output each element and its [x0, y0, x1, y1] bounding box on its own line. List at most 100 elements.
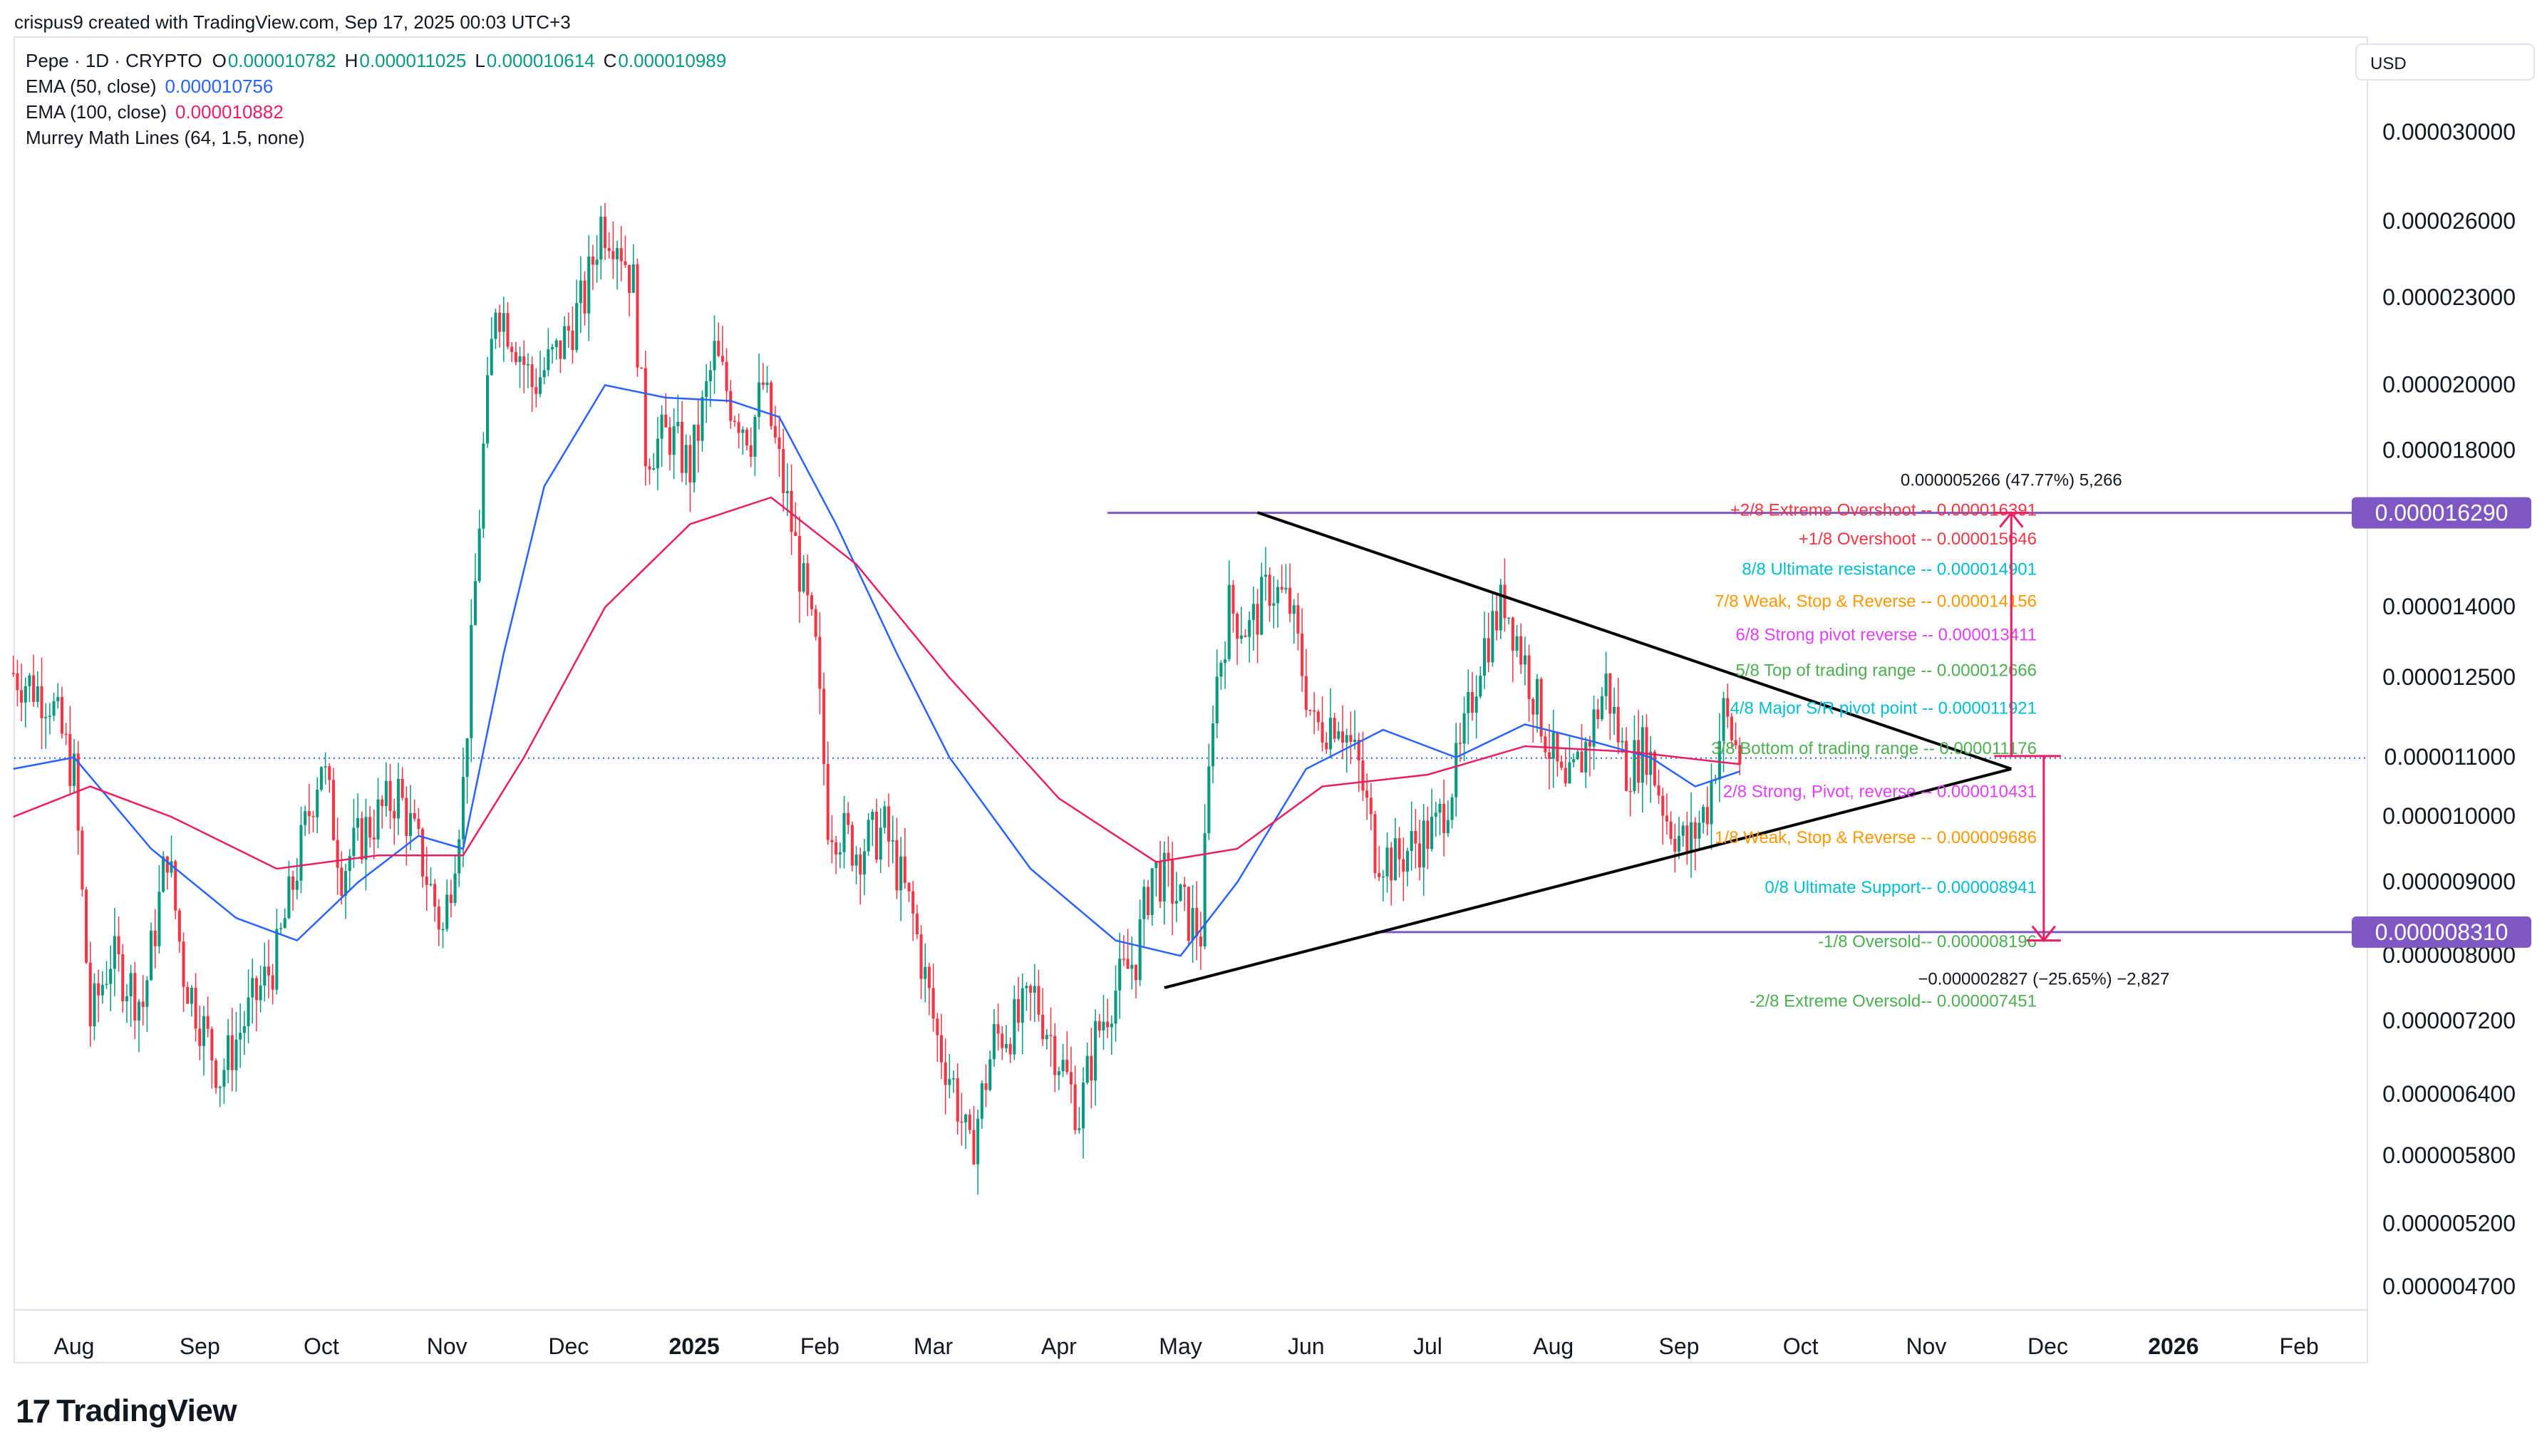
candle: [1710, 763, 1713, 850]
candle: [984, 1064, 988, 1108]
candle: [1677, 817, 1681, 859]
candle-body: [1693, 822, 1697, 839]
ema-100-line: [13, 496, 1740, 870]
candle: [1280, 564, 1283, 593]
candle-body: [198, 1028, 202, 1046]
candle-body: [1564, 768, 1567, 784]
candle: [401, 767, 404, 801]
candle-body: [664, 414, 668, 428]
candle: [1057, 1066, 1060, 1090]
candle-body: [340, 867, 343, 896]
indicator-label: Murrey Math Lines (64, 1.5, none): [26, 127, 305, 148]
candle: [526, 353, 529, 388]
murrey-levels-layer: +2/8 Extreme Overshoot -- 0.000016391 +1/…: [1711, 500, 2037, 1011]
candle: [1535, 673, 1539, 733]
candle-body: [1183, 884, 1187, 887]
candle-body: [1328, 718, 1332, 750]
candle-body: [567, 326, 570, 331]
candle: [506, 301, 510, 350]
candle: [603, 202, 607, 260]
candle-body: [100, 984, 104, 996]
candle-body: [571, 330, 574, 351]
time-axis[interactable]: Aug Sep Oct Nov Dec 2025 Feb Mar Apr May Jun Jul Aug…: [54, 1333, 2319, 1359]
candle-body: [85, 889, 88, 963]
measure-arrowhead: [2031, 925, 2056, 942]
candle-body: [494, 312, 497, 339]
candle-body: [595, 259, 599, 265]
price-axis[interactable]: 0.000030000 0.000026000 0.000023000 0.00002…: [2352, 119, 2531, 1299]
candle-body: [1625, 740, 1628, 791]
candle: [1462, 696, 1466, 762]
candle-body: [530, 364, 534, 388]
candle: [449, 879, 453, 918]
candle-body: [1073, 1084, 1077, 1130]
candle-body: [133, 973, 137, 1021]
tradingview-logo[interactable]: 17 TradingView: [16, 1390, 237, 1432]
candle-body: [891, 840, 894, 842]
candle-body: [271, 975, 274, 990]
candle-body: [68, 733, 72, 786]
candle-body: [384, 780, 388, 807]
candle: [1702, 804, 1705, 834]
time-axis-label: Feb: [800, 1333, 839, 1359]
candle-body: [996, 1024, 1000, 1034]
candle-body: [510, 346, 514, 352]
symbol-label: Pepe · 1D · CRYPTO: [26, 50, 202, 71]
candle: [924, 943, 927, 1003]
candle: [1138, 899, 1142, 986]
candle: [202, 1006, 206, 1076]
candle-body: [749, 445, 753, 457]
candle-body: [1296, 605, 1300, 634]
currency-selector[interactable]: USD: [2355, 43, 2535, 81]
candle: [1641, 715, 1644, 813]
murrey-level-label: 6/8 Strong pivot reverse -- 0.000013411: [1736, 626, 2037, 645]
candle: [1625, 727, 1628, 792]
candle: [1203, 804, 1207, 949]
candle-body: [782, 449, 785, 493]
candle: [1004, 1025, 1008, 1053]
candle-body: [1373, 814, 1377, 873]
candle-body: [287, 876, 291, 919]
candle-body: [1061, 1060, 1065, 1072]
candle: [1118, 932, 1122, 1019]
candle-body: [1434, 812, 1437, 817]
candle-body: [486, 375, 490, 444]
candle-body: [461, 777, 465, 840]
candle: [1142, 879, 1146, 949]
candle: [1519, 623, 1523, 674]
candle-body: [170, 861, 173, 873]
candle-body: [1097, 1021, 1101, 1031]
candle: [1474, 675, 1478, 739]
candle-body: [1479, 675, 1482, 697]
murrey-level-label: 3/8 Bottom of trading range -- 0.0000111…: [1711, 739, 2037, 758]
candle-body: [773, 425, 777, 438]
candle: [911, 880, 915, 941]
candle-body: [708, 370, 712, 381]
candle: [939, 1013, 944, 1080]
candle-body: [1284, 587, 1288, 590]
candle: [563, 316, 567, 360]
candle: [785, 463, 789, 517]
candle-body: [1523, 655, 1526, 665]
candle: [283, 908, 286, 929]
candle-body: [1608, 673, 1612, 714]
candle-body: [1345, 735, 1348, 743]
candle-body: [1393, 838, 1397, 881]
candle-body: [758, 382, 761, 417]
candle-body: [48, 716, 51, 717]
candle: [1673, 823, 1677, 873]
murrey-level-label: +2/8 Extreme Overshoot -- 0.000016391: [1730, 500, 2037, 520]
candle-body: [672, 426, 676, 455]
candle: [591, 244, 594, 290]
candle: [1470, 672, 1474, 721]
candle: [850, 821, 854, 872]
murrey-level-label: 2/8 Strong, Pivot, reverse -- 0.00001043…: [1723, 782, 2037, 801]
candle-body: [28, 675, 31, 686]
candle-body: [1053, 1036, 1057, 1075]
candle-body: [40, 686, 43, 718]
candle-body: [1207, 766, 1211, 834]
candle-body: [835, 842, 838, 855]
candle: [988, 1050, 992, 1092]
